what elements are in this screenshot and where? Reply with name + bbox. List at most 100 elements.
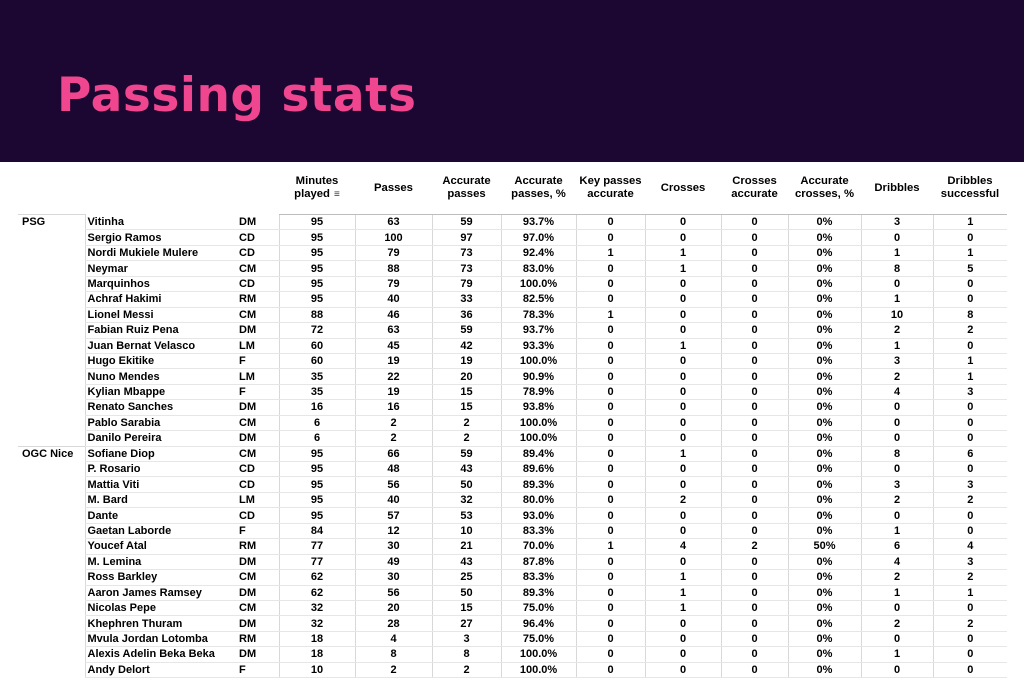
column-header[interactable]: Crosses bbox=[645, 162, 721, 215]
stat-cell: 0% bbox=[787, 276, 861, 293]
stat-cell: 1 bbox=[575, 245, 645, 262]
stat-cell: 48 bbox=[354, 461, 432, 478]
stat-cell: 0 bbox=[720, 260, 788, 277]
column-header[interactable]: Dribbles successful bbox=[933, 162, 1007, 215]
stat-cell: 1 bbox=[575, 307, 645, 324]
stat-cell: 0 bbox=[932, 631, 1007, 648]
table-row: Khephren Thuram DM 32 28 27 96.4% 0 0 0 0% 2 2 bbox=[18, 615, 1007, 632]
team-cell bbox=[18, 462, 85, 477]
table-row: Sergio Ramos CD 95 100 97 97.0% 0 0 0 0% 0 0 bbox=[18, 229, 1007, 246]
stat-cell: 15 bbox=[431, 399, 501, 416]
stat-cell: 8 bbox=[860, 260, 933, 277]
column-header[interactable]: Accurate crosses, % bbox=[788, 162, 861, 215]
player-name-cell: Neymar bbox=[84, 260, 237, 277]
stat-cell: 2 bbox=[932, 615, 1007, 632]
team-cell bbox=[18, 369, 85, 384]
stat-cell: 0 bbox=[720, 585, 788, 601]
stat-cell: 27 bbox=[431, 615, 501, 632]
stat-cell: 0 bbox=[720, 615, 788, 632]
stat-cell: 97 bbox=[431, 229, 501, 246]
column-header[interactable]: Dribbles bbox=[861, 162, 933, 215]
table-row: Pablo Sarabia CM 6 2 2 100.0% 0 0 0 0% 0 0 bbox=[18, 415, 1007, 432]
column-header-label: Accurate crosses, % bbox=[794, 175, 855, 200]
team-cell bbox=[18, 492, 85, 507]
column-header[interactable]: Passes bbox=[355, 162, 432, 215]
stat-cell: 36 bbox=[431, 307, 501, 324]
player-name-cell: Juan Bernat Velasco bbox=[84, 338, 237, 354]
table-row: Mvula Jordan Lotomba RM 18 4 3 75.0% 0 0 0 0% 0 0 bbox=[18, 631, 1007, 648]
team-cell bbox=[18, 400, 85, 415]
column-header[interactable]: Accurate passes bbox=[432, 162, 501, 215]
team-cell bbox=[18, 307, 85, 322]
table-row: Gaetan Laborde F 84 12 10 83.3% 0 0 0 0% 1 0 bbox=[18, 523, 1007, 540]
player-name-cell: Nordi Mukiele Mulere bbox=[84, 245, 237, 262]
stat-cell: 2 bbox=[354, 430, 432, 447]
stat-cell: 95 bbox=[278, 476, 355, 493]
stat-cell: 95 bbox=[278, 492, 355, 509]
stat-cell: 3 bbox=[860, 353, 933, 370]
stat-cell: 0 bbox=[932, 399, 1007, 416]
stat-cell: 2 bbox=[644, 492, 721, 509]
stat-cell: 95 bbox=[278, 461, 355, 478]
column-header[interactable]: Accurate passes, % bbox=[501, 162, 576, 215]
stat-cell: 95 bbox=[278, 260, 355, 277]
position-cell: CD bbox=[237, 245, 279, 262]
stat-cell: 32 bbox=[278, 600, 355, 617]
position-cell: DM bbox=[237, 554, 279, 571]
stat-cell: 100.0% bbox=[500, 430, 576, 447]
stat-cell: 1 bbox=[575, 538, 645, 555]
stat-cell: 0 bbox=[575, 646, 645, 663]
stat-cell: 1 bbox=[860, 585, 933, 601]
stat-cell: 1 bbox=[644, 600, 721, 617]
table-row: OGC Nice Sofiane Diop CM 95 66 59 89.4% 0 1 0 0% 8 6 bbox=[18, 445, 1007, 463]
stat-cell: 0 bbox=[575, 399, 645, 416]
stat-cell: 83.3% bbox=[500, 569, 576, 586]
column-header-label: Accurate passes, % bbox=[511, 175, 566, 200]
position-cell: DM bbox=[237, 399, 279, 416]
table-row: Alexis Adelin Beka Beka DM 18 8 8 100.0% 0 0 0 0%… bbox=[18, 646, 1007, 663]
player-name-cell: M. Bard bbox=[84, 492, 237, 509]
stat-cell: 97.0% bbox=[500, 229, 576, 246]
stat-cell: 1 bbox=[644, 245, 721, 262]
column-header[interactable]: Minutes played ≡ bbox=[279, 162, 355, 215]
team-cell bbox=[18, 600, 85, 615]
stat-cell: 8 bbox=[431, 646, 501, 663]
stat-cell: 0% bbox=[787, 430, 861, 447]
stat-cell: 62 bbox=[278, 569, 355, 586]
player-name-cell: Alexis Adelin Beka Beka bbox=[84, 646, 237, 663]
position-cell: DM bbox=[237, 214, 279, 231]
stat-cell: 4 bbox=[644, 538, 721, 555]
column-header-label: Crosses bbox=[660, 181, 706, 194]
column-header[interactable]: Crosses accurate bbox=[721, 162, 788, 215]
stat-cell: 2 bbox=[860, 492, 933, 509]
position-cell: CD bbox=[237, 507, 279, 524]
stat-cell: 0 bbox=[720, 662, 788, 679]
stat-cell: 0 bbox=[720, 399, 788, 416]
stat-cell: 95 bbox=[278, 446, 355, 463]
stat-cell: 0 bbox=[644, 430, 721, 447]
stat-cell: 2 bbox=[431, 415, 501, 432]
stat-cell: 95 bbox=[278, 245, 355, 262]
table-row: Nicolas Pepe CM 32 20 15 75.0% 0 1 0 0% 0 0 bbox=[18, 600, 1007, 617]
stat-cell: 0 bbox=[720, 461, 788, 478]
stat-cell: 3 bbox=[932, 384, 1007, 401]
team-cell bbox=[18, 523, 85, 538]
stat-cell: 0 bbox=[720, 229, 788, 246]
sort-icon[interactable]: ≡ bbox=[333, 189, 340, 200]
stat-cell: 0 bbox=[720, 245, 788, 262]
position-cell: DM bbox=[237, 322, 279, 339]
stat-cell: 10 bbox=[860, 307, 933, 324]
stat-cell: 16 bbox=[278, 399, 355, 416]
team-cell bbox=[18, 384, 85, 399]
stat-cell: 78.9% bbox=[500, 384, 576, 401]
stat-cell: 0% bbox=[787, 229, 861, 246]
player-name-cell: Mvula Jordan Lotomba bbox=[84, 631, 237, 648]
stat-cell: 84 bbox=[278, 523, 355, 540]
stat-cell: 59 bbox=[431, 446, 501, 463]
stat-cell: 19 bbox=[354, 353, 432, 370]
stat-cell: 0 bbox=[860, 662, 933, 679]
stat-cell: 0 bbox=[932, 646, 1007, 663]
column-header[interactable]: Key passes accurate bbox=[576, 162, 645, 215]
stat-cell: 0% bbox=[787, 338, 861, 354]
stat-cell: 21 bbox=[431, 538, 501, 555]
